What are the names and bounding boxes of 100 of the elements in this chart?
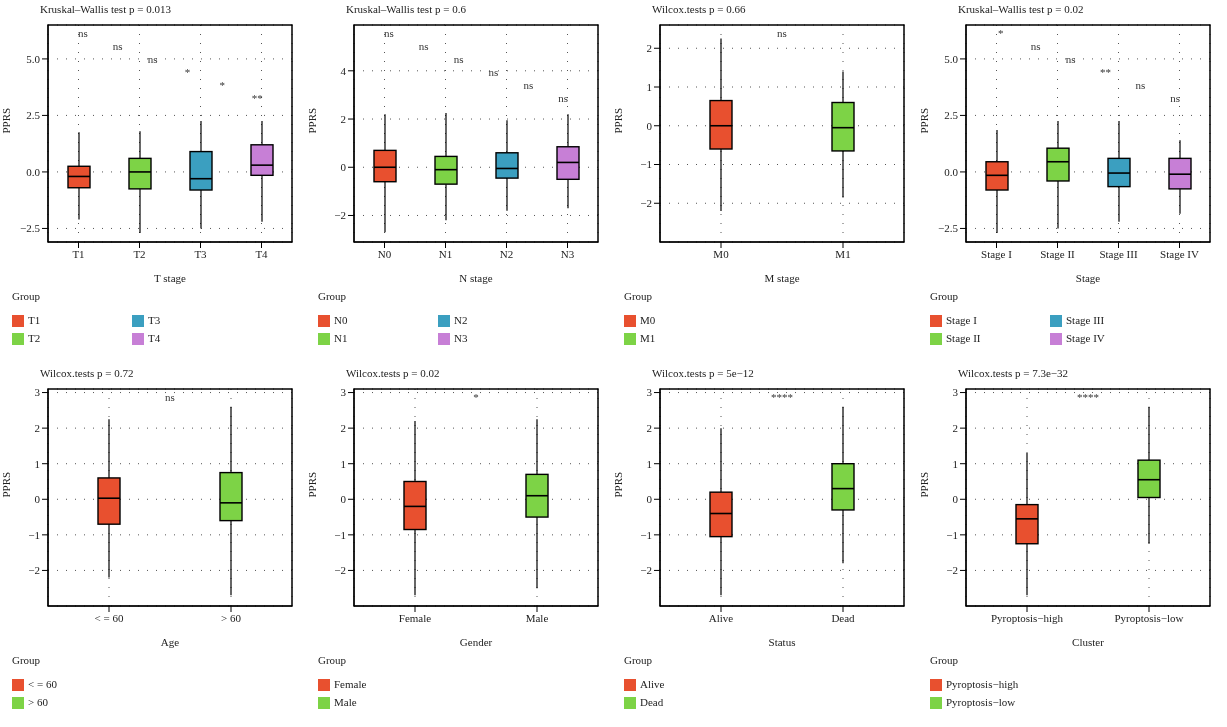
y-tick-label: 3 [340,385,347,398]
chart-title: Kruskal–Wallis test p = 0.02 [957,2,1085,17]
x-axis-title: Gender [459,635,493,648]
legend-label: < = 60 [28,677,57,690]
legend-label: Male [334,695,357,708]
y-tick-label: 0 [340,161,347,174]
y-tick-label: −1 [640,158,652,171]
annotation: ns [1064,53,1077,65]
x-axis-title: Cluster [1072,635,1105,648]
x-tick-label: Stage II [1040,247,1076,260]
legend-title: Group [12,653,41,666]
y-tick-label: 4 [340,64,347,77]
legend-label: Dead [640,695,664,708]
y-tick-label: 3 [952,385,959,398]
x-tick-label: Stage IV [1160,247,1199,260]
y-tick-label: −1 [28,528,40,541]
annotation: * [472,390,480,403]
y-tick-label: 5.0 [944,52,959,65]
y-tick-label: −2 [640,197,652,210]
annotation: ns [164,390,176,403]
legend-label: N2 [454,314,468,326]
x-tick-label: Pyroptosis−high [990,611,1064,624]
legend-label: Stage I [946,314,977,326]
annotation: **** [1076,390,1100,403]
annotation: * [997,27,1005,39]
chart-title: Wilcox.tests p = 0.02 [345,365,441,381]
annotation: ns [417,40,430,52]
y-axis-title: PPRS [611,471,624,497]
legend-title: Group [930,290,959,302]
legend-title: Group [624,653,653,666]
y-tick-label: 0 [646,492,653,505]
annotation: ns [557,92,570,104]
chart-title: Wilcox.tests p = 5e−12 [651,365,755,381]
annotation: * [183,66,192,78]
y-tick-label: 2 [646,421,652,434]
legend-label: M0 [640,314,656,326]
chart-title: Wilcox.tests p = 0.72 [39,365,135,381]
y-axis-title: PPRS [917,471,930,497]
chart-title: Kruskal–Wallis test p = 0.013 [39,2,172,17]
y-axis-title: PPRS [305,471,318,497]
legend-label: T1 [28,314,41,326]
annotation: ns [452,53,465,65]
annotation: ns [1134,79,1147,91]
legend-label: Female [334,677,367,690]
y-tick-label: 1 [646,457,652,470]
legend-label: Pyroptosis−low [946,695,1016,708]
x-axis-title: Age [160,635,180,648]
y-tick-label: 2.5 [944,109,959,122]
y-tick-label: 2 [646,42,652,55]
x-tick-label: Male [525,611,549,624]
annotation: ns [111,40,124,52]
legend-label: T3 [148,314,161,326]
y-axis-title: PPRS [917,107,930,134]
y-tick-label: 0.0 [944,165,959,178]
x-tick-label: Stage I [981,247,1013,260]
x-tick-label: T3 [194,247,208,260]
x-tick-label: T1 [72,247,85,260]
x-axis-title: M stage [764,272,800,284]
x-tick-label: N1 [438,247,453,260]
y-tick-label: 0 [646,119,653,132]
legend-label: T2 [28,332,41,344]
y-tick-label: −1 [946,528,958,541]
legend-title: Group [624,290,653,302]
chart-title: Kruskal–Wallis test p = 0.6 [345,2,467,17]
y-tick-label: −1 [334,528,346,541]
annotation: ns [146,53,159,65]
y-tick-label: 0 [340,492,347,505]
legend-title: Group [318,653,347,666]
x-tick-label: M1 [835,247,851,260]
y-tick-label: 5.0 [26,52,41,65]
legend-label: M1 [640,332,656,344]
y-tick-label: 2 [952,421,958,434]
legend-label: N3 [454,332,468,344]
legend-label: Stage IV [1066,332,1105,344]
y-tick-label: 2 [34,421,40,434]
y-tick-label: 2 [340,421,346,434]
x-tick-label: T4 [255,247,269,260]
legend-label: Stage III [1066,314,1105,326]
x-tick-label: Dead [831,611,856,624]
legend-label: Stage II [946,332,981,344]
annotation: ** [250,92,264,104]
annotation: ns [1169,92,1182,104]
legend-title: Group [930,653,959,666]
legend-title: Group [12,290,41,302]
x-tick-label: N2 [499,247,514,260]
x-tick-label: N0 [377,247,392,260]
legend-label: T4 [148,332,161,344]
x-tick-label: Stage III [1099,247,1138,260]
annotation: ns [1029,40,1042,52]
x-tick-label: M0 [713,247,730,260]
legend-label: > 60 [28,695,48,708]
y-tick-label: −2.5 [20,222,41,235]
x-axis-title: Stage [1075,272,1101,284]
y-tick-label: −2 [28,563,40,576]
x-axis-title: N stage [459,272,493,284]
y-tick-label: 0 [952,492,959,505]
y-tick-label: 1 [34,457,40,470]
chart-title: Wilcox.tests p = 7.3e−32 [957,365,1070,381]
legend-label: N0 [334,314,348,326]
annotation: ns [487,66,500,78]
